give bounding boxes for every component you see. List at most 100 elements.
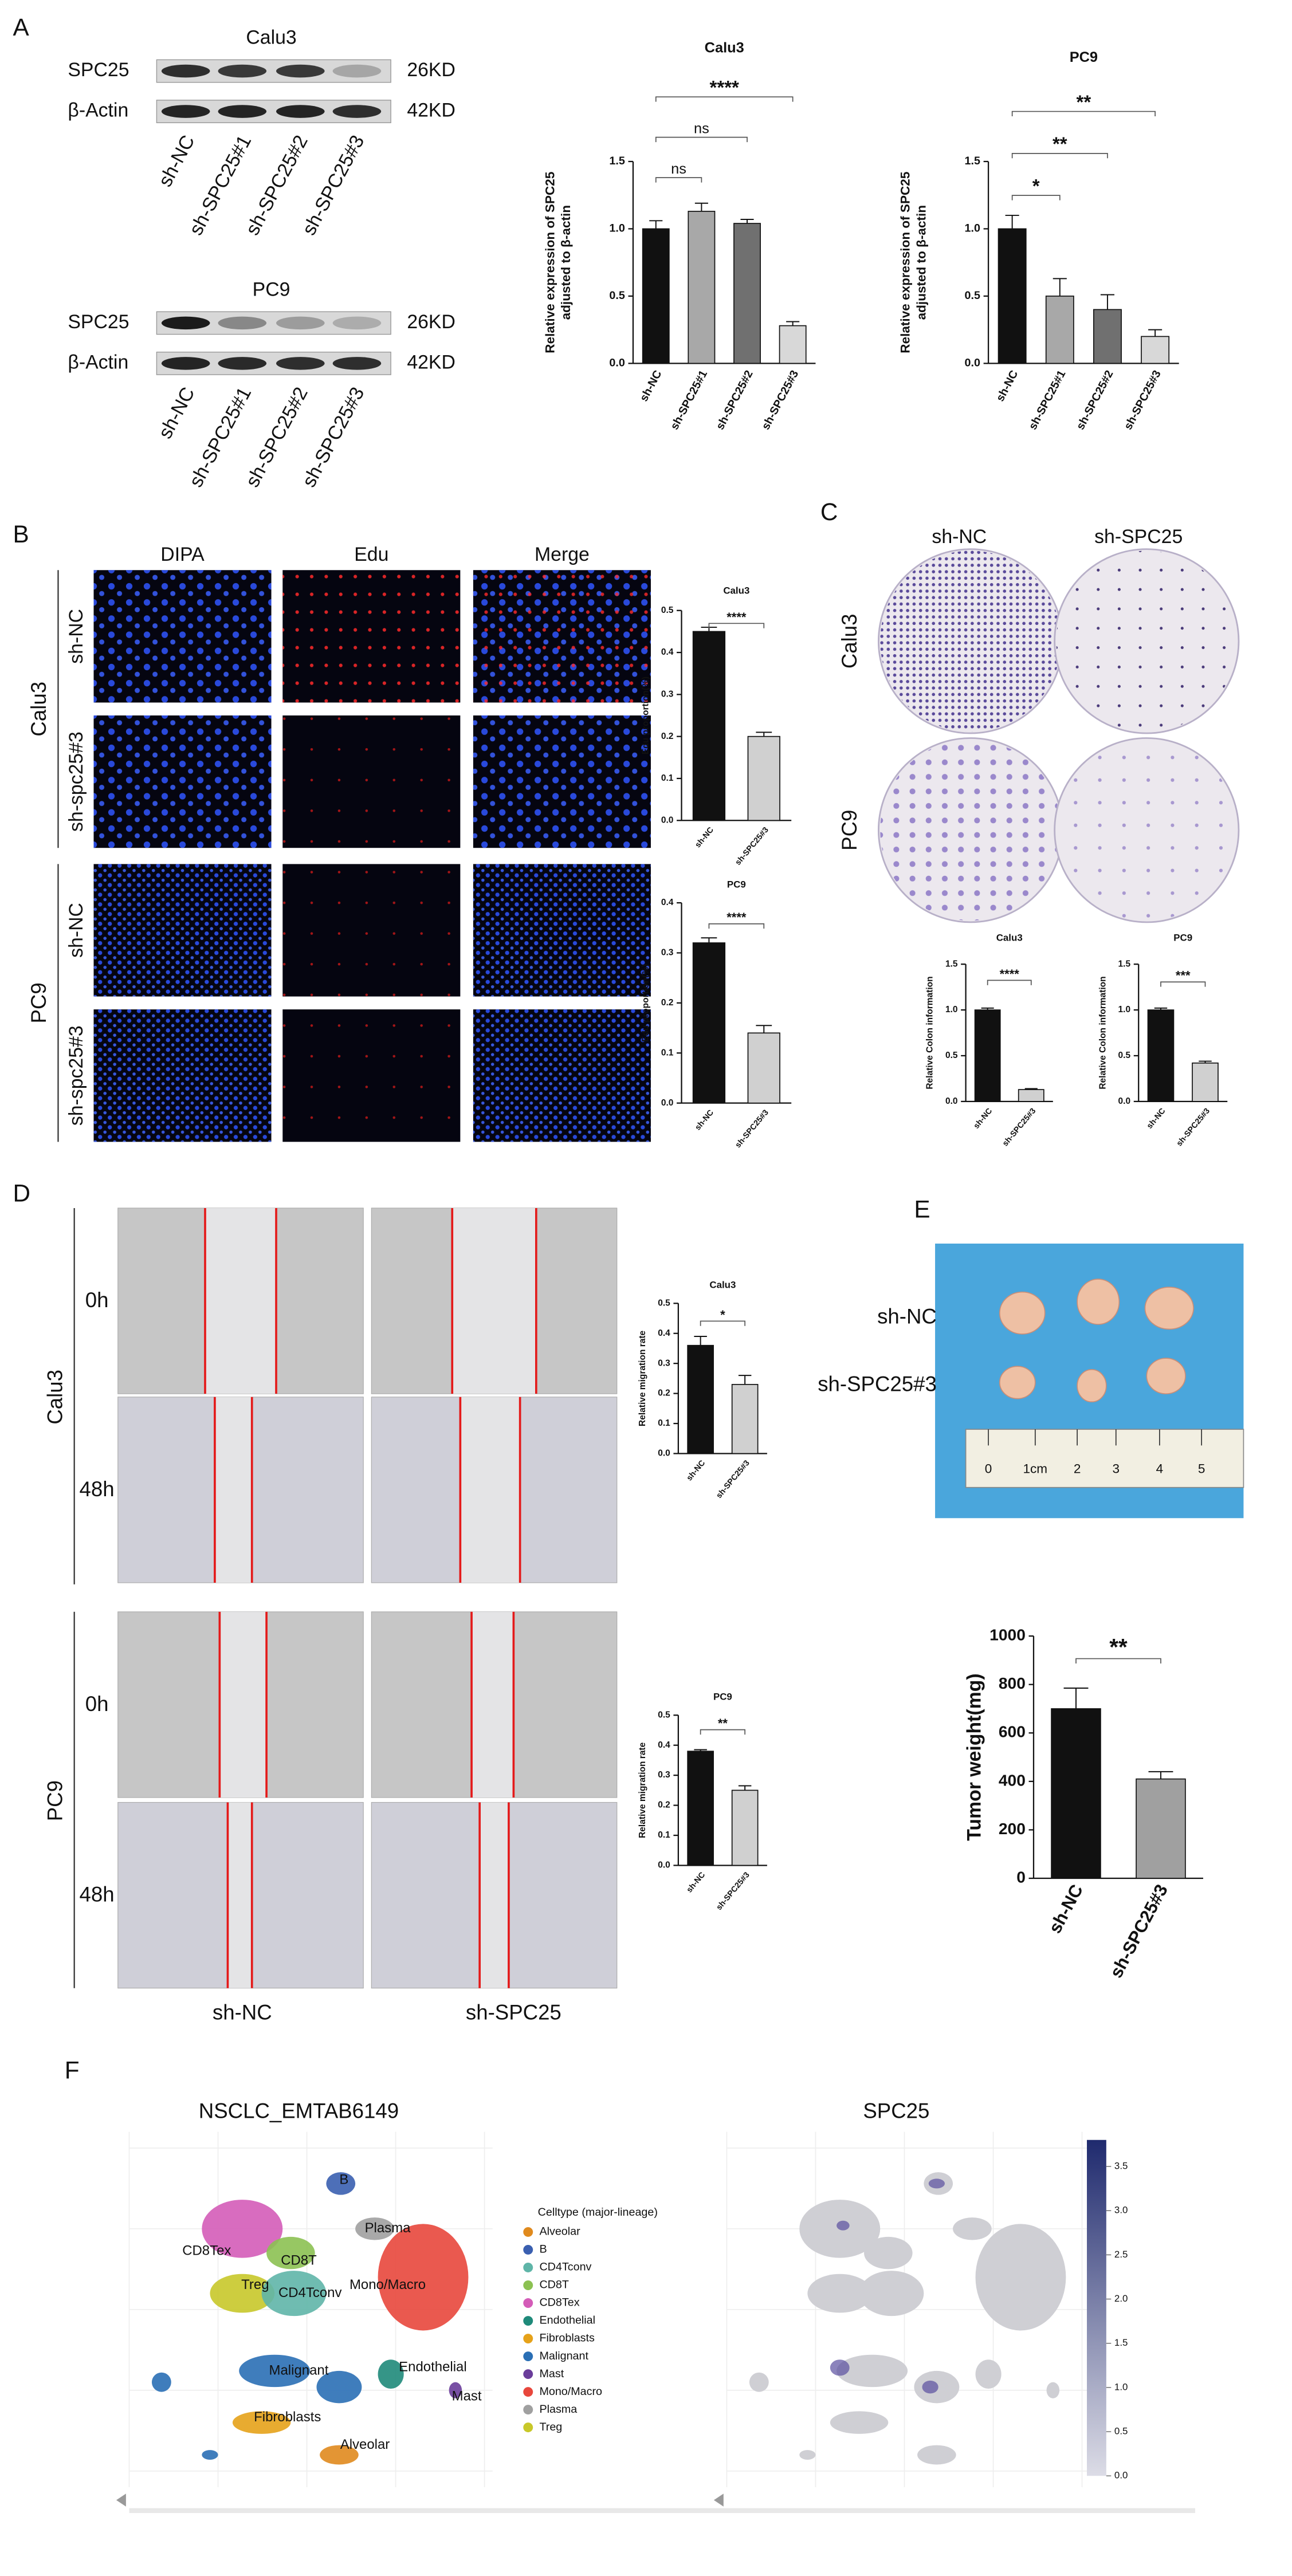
significance-label: * bbox=[720, 1308, 725, 1322]
size-label: 26KD bbox=[407, 59, 455, 81]
x-tick-label: sh-SPC25#3 bbox=[1175, 1106, 1212, 1148]
y-tick-label: 0.0 bbox=[658, 1449, 670, 1458]
umap-cluster-expression bbox=[859, 2271, 924, 2317]
umap-cluster-expression bbox=[799, 2450, 816, 2460]
chart-title: Calu3 bbox=[709, 1280, 736, 1291]
significance-label: ** bbox=[718, 1716, 728, 1731]
protein-label: SPC25 bbox=[68, 311, 129, 333]
chart-title: PC9 bbox=[1070, 49, 1098, 65]
bar bbox=[1051, 1708, 1101, 1879]
row-label: sh-NC bbox=[65, 903, 87, 958]
chart-title: PC9 bbox=[1173, 933, 1192, 943]
column-label: sh-NC bbox=[213, 2001, 272, 2024]
legend-label: Fibroblasts bbox=[539, 2332, 595, 2345]
micrograph-signal bbox=[473, 570, 651, 703]
blot-band bbox=[161, 316, 210, 330]
error-bar bbox=[738, 1785, 752, 1791]
chart-title: Calu3 bbox=[705, 40, 744, 56]
chart-title: PC9 bbox=[713, 1692, 732, 1702]
legend-swatch bbox=[523, 2351, 533, 2362]
blot-band bbox=[332, 357, 382, 370]
wound-gap bbox=[460, 1397, 520, 1583]
error-bar bbox=[981, 1007, 994, 1010]
x-tick-label: sh-SPC25#3 bbox=[1122, 368, 1164, 432]
umap-cluster-expression bbox=[953, 2217, 992, 2240]
error-bar bbox=[756, 731, 772, 737]
significance-label: **** bbox=[1000, 967, 1020, 981]
tumor bbox=[1144, 1287, 1194, 1330]
bar bbox=[733, 223, 761, 364]
y-axis-label: Relative migration rate bbox=[638, 1330, 647, 1426]
blot-band bbox=[218, 357, 267, 370]
umap-cluster-expression bbox=[830, 2411, 889, 2434]
chart-title: PC9 bbox=[727, 879, 746, 890]
group-label: Calu3 bbox=[27, 682, 50, 737]
bar bbox=[692, 942, 726, 1104]
panel-label: F bbox=[65, 2057, 80, 2084]
legend-swatch bbox=[523, 2316, 533, 2326]
y-tick-label: 1.5 bbox=[965, 155, 980, 167]
legend-label: CD8T bbox=[539, 2279, 568, 2291]
umap-cluster bbox=[378, 2224, 469, 2331]
bar bbox=[1045, 296, 1074, 364]
lane-label: sh-NC bbox=[154, 384, 199, 442]
row-label: 0h bbox=[85, 1692, 109, 1716]
size-label: 26KD bbox=[407, 311, 455, 333]
y-tick-label: 0.0 bbox=[661, 815, 674, 825]
significance-bracket bbox=[708, 623, 765, 628]
significance-label: ** bbox=[1077, 91, 1091, 112]
x-tick-label: sh-SPC25#3 bbox=[714, 1458, 751, 1500]
legend-swatch bbox=[523, 2369, 533, 2380]
bar bbox=[687, 1751, 714, 1866]
micrograph-signal bbox=[282, 570, 461, 703]
y-tick-label: 0.0 bbox=[658, 1861, 670, 1870]
tumor bbox=[999, 1366, 1036, 1399]
micrograph-signal bbox=[93, 864, 272, 997]
row-label: sh-spc25#3 bbox=[65, 731, 87, 832]
y-tick-label: 0.0 bbox=[965, 357, 980, 369]
size-label: 42KD bbox=[407, 99, 455, 121]
error-bar bbox=[786, 321, 800, 326]
y-axis-label: Relative Colon information bbox=[925, 976, 935, 1089]
y-tick-label: 0.3 bbox=[661, 948, 674, 958]
panel-label: D bbox=[13, 1180, 31, 1207]
y-tick-label: 0.5 bbox=[658, 1298, 670, 1308]
ruler-label: 4 bbox=[1156, 1462, 1164, 1476]
significance-label: **** bbox=[710, 77, 739, 98]
umap-title: SPC25 bbox=[863, 2099, 929, 2122]
x-tick-label: sh-NC bbox=[638, 368, 665, 404]
significance-bracket bbox=[708, 923, 765, 929]
significance-bracket bbox=[1011, 111, 1156, 116]
legend-label: Mast bbox=[539, 2367, 564, 2380]
legend-label: CD4Tconv bbox=[539, 2261, 591, 2274]
micrograph-signal bbox=[93, 570, 272, 703]
y-axis-label: Edu proportion(%) bbox=[641, 964, 651, 1042]
significance-bracket bbox=[655, 177, 702, 183]
y-tick-label: 0.0 bbox=[945, 1096, 958, 1106]
column-header: sh-NC bbox=[932, 526, 987, 548]
significance-label: ** bbox=[1053, 133, 1067, 155]
error-bar bbox=[1148, 329, 1163, 337]
blot-band bbox=[218, 64, 267, 78]
colorbar bbox=[1087, 2140, 1106, 2476]
bar bbox=[642, 228, 670, 364]
x-tick-label: sh-SPC25#3 bbox=[733, 1108, 770, 1150]
column-header: sh-SPC25 bbox=[1094, 526, 1183, 548]
chart-title: Calu3 bbox=[996, 933, 1023, 943]
x-tick-label: sh-NC bbox=[972, 1106, 994, 1130]
legend-label: CD8Tex bbox=[539, 2296, 579, 2309]
channel-header: DIPA bbox=[160, 544, 205, 565]
cluster-label: Mono/Macro bbox=[349, 2277, 426, 2292]
significance-bracket bbox=[655, 136, 748, 143]
umap-cluster bbox=[210, 2274, 275, 2313]
y-axis-label: Tumor weight(mg) bbox=[963, 1673, 985, 1840]
y-tick-label: 1.0 bbox=[1118, 1005, 1131, 1014]
legend-swatch bbox=[523, 2227, 533, 2237]
y-tick-label: 600 bbox=[999, 1722, 1026, 1741]
significance-bracket bbox=[700, 1320, 745, 1326]
colorbar-label: 1.0 bbox=[1114, 2381, 1128, 2392]
ruler-label: 5 bbox=[1198, 1462, 1205, 1476]
legend-label: Malignant bbox=[539, 2350, 588, 2362]
umap-cluster bbox=[320, 2445, 359, 2465]
